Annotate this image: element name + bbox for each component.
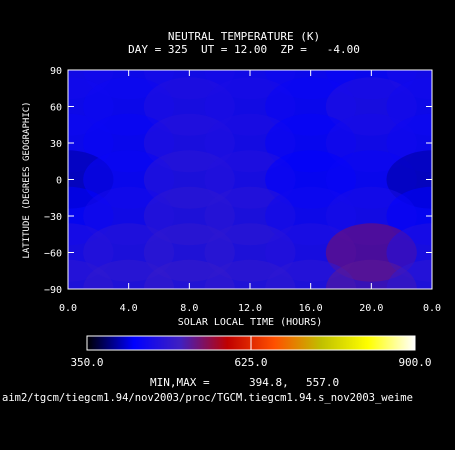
colorbar-max-label: 900.0: [398, 356, 431, 369]
colorbar-min-label: 350.0: [70, 356, 103, 369]
x-tick-label: 16.0: [299, 303, 323, 314]
x-tick-label: 0.0: [59, 303, 77, 314]
chart-subtitle: DAY = 325 UT = 12.00 ZP = -4.00: [128, 43, 360, 56]
x-tick-label: 0.0: [423, 303, 441, 314]
x-tick-label: 12.0: [238, 303, 262, 314]
chart-title: NEUTRAL TEMPERATURE (K): [168, 30, 320, 43]
y-axis-label: LATITUDE (DEGREES GEOGRAPHIC): [22, 101, 32, 258]
y-tick-label: 60: [50, 103, 62, 114]
x-tick-label: 20.0: [359, 303, 383, 314]
y-tick-label: −90: [44, 285, 62, 296]
max-value: 557.0: [306, 376, 339, 389]
heatmap-field: [68, 70, 432, 289]
y-tick-label: 30: [50, 139, 62, 150]
x-tick-label: 8.0: [180, 303, 198, 314]
min-value: 394.8,: [249, 376, 289, 389]
heatmap-plot: [67, 69, 433, 290]
y-tick-label: −30: [44, 212, 62, 223]
minmax-label: MIN,MAX =: [150, 376, 210, 389]
y-tick-label: 0: [56, 176, 62, 187]
file-path: aim2/tgcm/tiegcm1.94/nov2003/proc/TGCM.t…: [2, 392, 413, 404]
x-axis-ticks: 0.0 4.0 8.0 12.0 16.0 20.0 0.0: [59, 70, 441, 314]
y-axis-ticks: 90 60 30 0 −30 −60 −90: [44, 66, 432, 296]
x-axis-label: SOLAR LOCAL TIME (HOURS): [178, 317, 323, 328]
x-tick-label: 4.0: [120, 303, 138, 314]
colorbar-mid-label: 625.0: [234, 356, 267, 369]
colorbar: 350.0 625.0 900.0: [70, 335, 432, 369]
y-tick-label: −60: [44, 249, 62, 260]
heatmap-cell: [386, 259, 432, 289]
y-tick-label: 90: [50, 66, 62, 77]
